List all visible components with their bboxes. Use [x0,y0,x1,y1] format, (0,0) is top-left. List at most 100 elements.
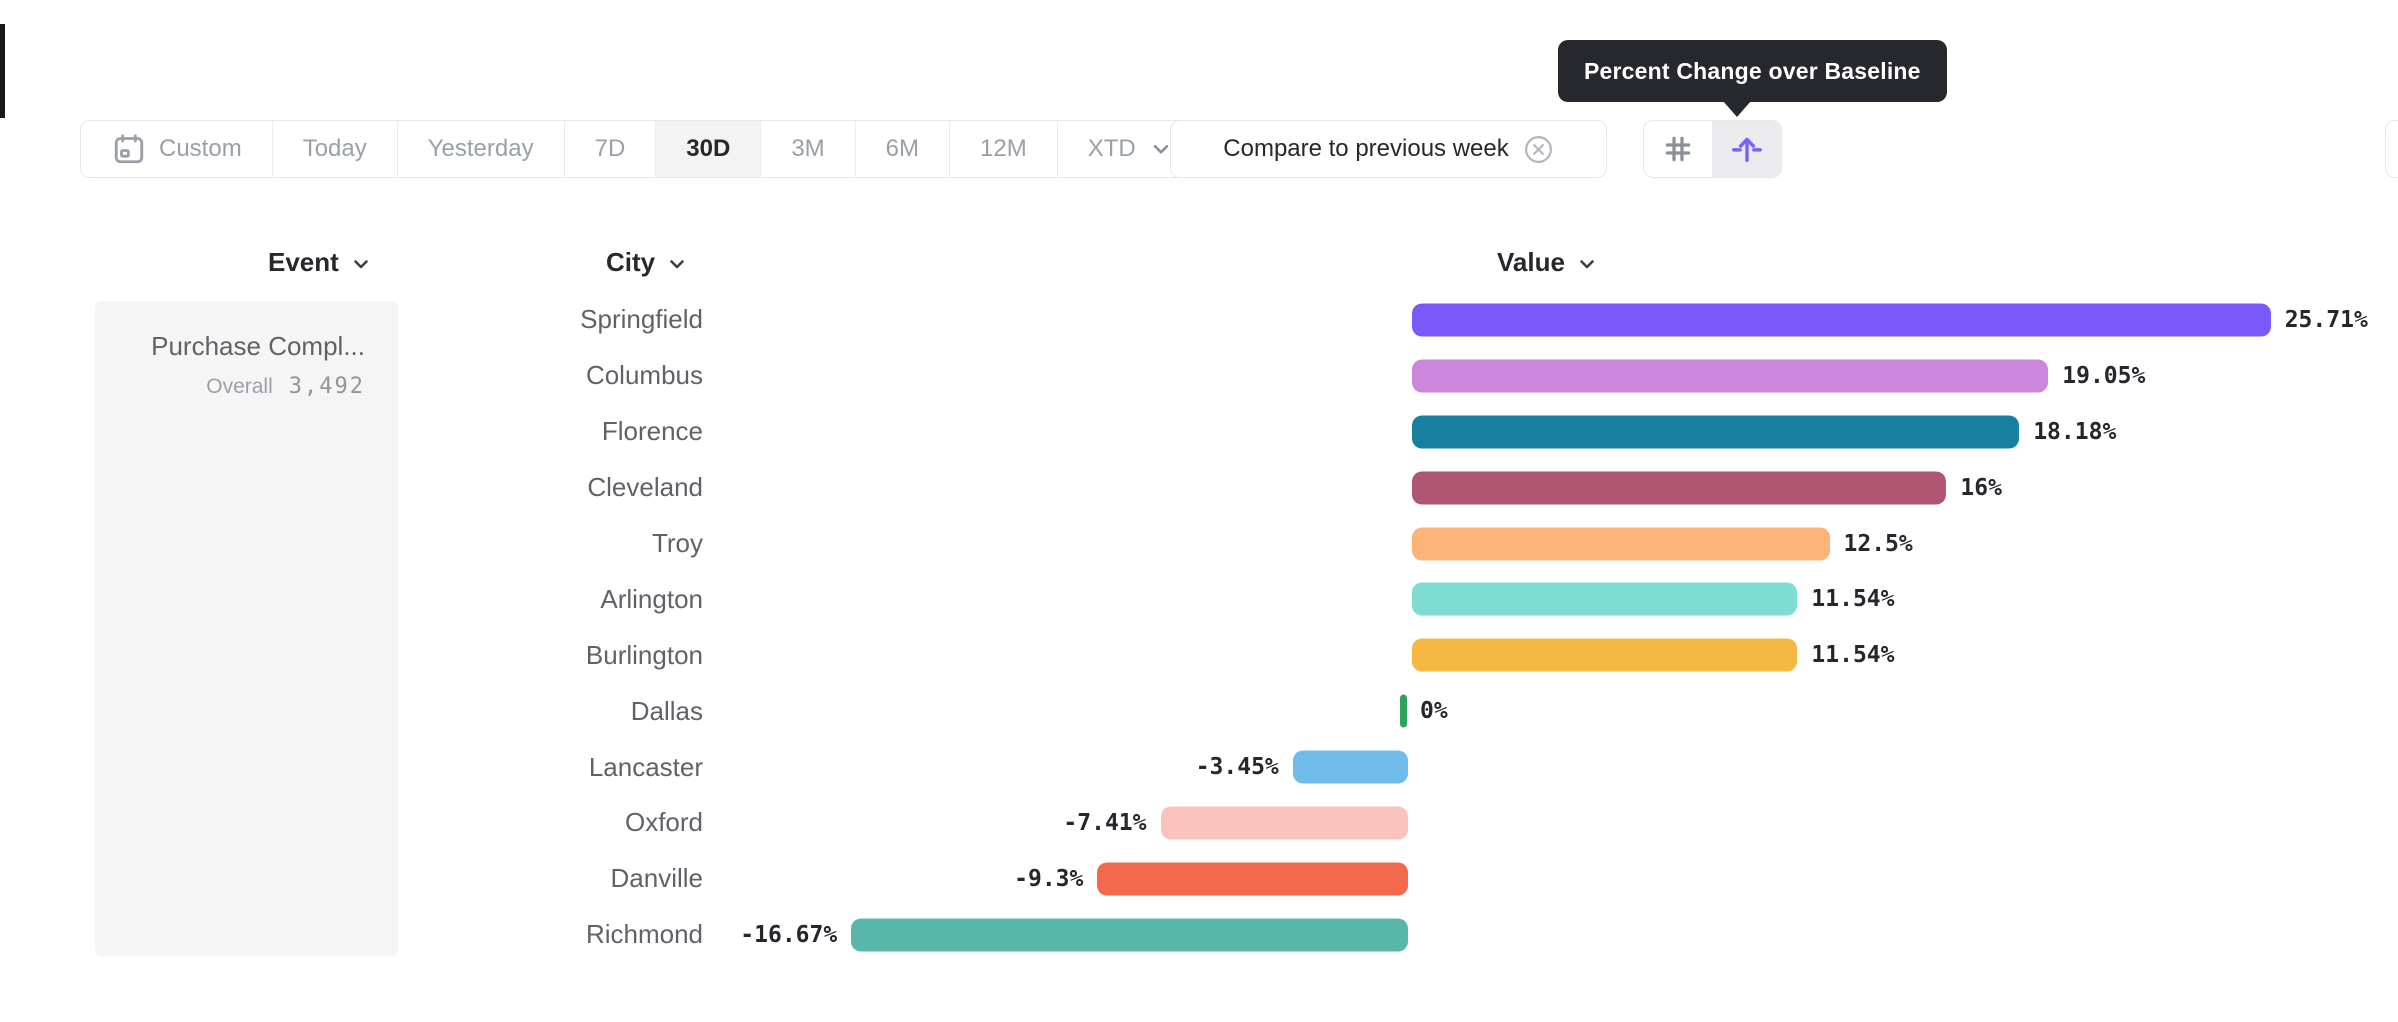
bar-value-label: -16.67% [740,921,838,948]
chart-row: Columbus 19.05% [0,348,2398,404]
chevron-down-dark-icon [354,260,368,269]
chart-row: Richmond -16.67% [0,907,2398,963]
city-label: Troy [651,528,703,558]
grid-view-button[interactable] [1644,121,1713,177]
column-header-value[interactable]: Value [1497,242,1599,282]
baseline-view-button[interactable] [1713,121,1781,177]
circle-x-icon[interactable] [1523,134,1554,165]
city-label: Burlington [585,639,703,670]
city-label: Lancaster [588,751,703,782]
city-label: Oxford [624,807,703,838]
date-range-30d[interactable]: 30D [656,121,762,177]
date-range-custom[interactable]: Custom [81,121,273,177]
bar-danville[interactable] [1097,862,1408,896]
partial-button-right-edge[interactable] [2385,120,2398,178]
city-label: Springfield [580,304,703,335]
date-range-label: Yesterday [427,135,534,162]
date-range-label: 6M [885,135,919,162]
city-label: Arlington [600,583,703,614]
chevron-down-icon [1153,144,1168,154]
bar-value-label: 11.54% [1811,642,1895,669]
bar-value-label: 11.54% [1811,586,1895,613]
chart-row: Springfield 25.71% [0,292,2398,348]
bar-value-label: -7.41% [1063,809,1147,836]
bar-burlington[interactable] [1412,638,1798,672]
chart-row: Burlington 11.54% [0,627,2398,683]
bar-oxford[interactable] [1160,806,1408,840]
column-header-value-chevron [1575,248,1599,276]
compare-chip-label: Compare to previous week [1223,135,1509,162]
bar-value-label: 18.18% [2033,418,2117,445]
date-range-yesterday[interactable]: Yesterday [398,121,565,177]
chart-row: Oxford -7.41% [0,795,2398,851]
baseline-arrow-icon [1732,137,1762,162]
view-toggle-group [1643,120,1782,178]
event-title: Purchase Compl... [151,331,365,361]
compare-chip-dismiss[interactable] [1523,134,1554,165]
date-range-group: Custom Today Yesterday 7D 30D 3M 6M 12M XTD [80,120,1205,178]
date-range-label: 3M [791,135,825,162]
bar-value-label: 16% [1960,474,2002,501]
date-range-label: XTD [1087,135,1136,162]
chart-row: Arlington 11.54% [0,571,2398,627]
event-panel[interactable]: Purchase Compl... Overall 3,492 [95,301,398,956]
chart-row: Dallas 0% [0,683,2398,739]
bar-value-label: 12.5% [1843,530,1913,557]
chevron-down-dark-icon [1580,260,1594,269]
bar-value-label: 25.71% [2284,306,2368,333]
city-label: Dallas [630,695,703,726]
date-range-7d[interactable]: 7D [565,121,657,177]
column-header-event-chevron [349,248,373,276]
chart-row: Troy 12.5% [0,516,2398,572]
date-range-label: Custom [159,135,242,162]
bar-chart: Springfield 25.71% Columbus 19.05% Florence 1… [0,292,2398,963]
bar-dallas[interactable] [1400,694,1407,728]
column-header-city[interactable]: City [606,242,689,282]
chart-row: Florence 18.18% [0,404,2398,460]
bar-troy[interactable] [1412,527,1830,560]
toolbar: Custom Today Yesterday 7D 30D 3M 6M 12M XTD Comp… [0,120,2398,178]
tooltip: Percent Change over Baseline [1558,40,1947,117]
compare-chip[interactable]: Compare to previous week [1170,120,1607,178]
date-range-today[interactable]: Today [273,121,398,177]
tooltip-text: Percent Change over Baseline [1584,57,1921,84]
city-label: Cleveland [587,472,703,503]
city-label: Florence [601,416,703,447]
date-range-label: 30D [686,135,731,162]
calendar-icon [114,134,144,164]
column-header-value-label: Value [1497,246,1565,277]
column-header-city-label: City [606,246,656,277]
column-header-event-label: Event [268,246,339,277]
event-overall-row: Overall 3,492 [95,374,365,399]
date-range-label: 7D [594,135,626,162]
bar-value-label: -9.3% [1014,865,1084,892]
bar-value-label: -3.45% [1195,754,1279,781]
bar-arlington[interactable] [1412,582,1798,616]
hash-icon [1665,136,1691,162]
chart-row: Lancaster -3.45% [0,739,2398,795]
chevron-down-dark-icon [670,260,684,269]
event-overall-label: Overall [206,375,273,398]
left-edge-artifact [0,24,5,118]
city-label: Richmond [585,919,703,950]
date-range-12m[interactable]: 12M [950,121,1058,177]
bar-cleveland[interactable] [1412,471,1947,505]
city-label: Danville [610,863,704,894]
bar-lancaster[interactable] [1292,750,1408,784]
date-range-xtd[interactable]: XTD [1058,121,1204,177]
bar-springfield[interactable] [1412,303,2271,337]
bar-value-label: 0% [1420,698,1448,725]
chart-row: Cleveland 16% [0,460,2398,516]
event-overall-value: 3,492 [288,374,365,399]
chart-row: Danville -9.3% [0,851,2398,907]
date-range-6m[interactable]: 6M [856,121,950,177]
tooltip-arrow [1723,101,1751,117]
bar-florence[interactable] [1412,415,2020,449]
column-header-event[interactable]: Event [268,242,373,282]
date-range-label: 12M [980,135,1027,162]
date-range-3m[interactable]: 3M [761,121,856,177]
date-range-label: Today [302,135,367,162]
bar-columbus[interactable] [1412,359,2049,393]
city-label: Columbus [585,360,703,391]
bar-richmond[interactable] [851,918,1408,952]
